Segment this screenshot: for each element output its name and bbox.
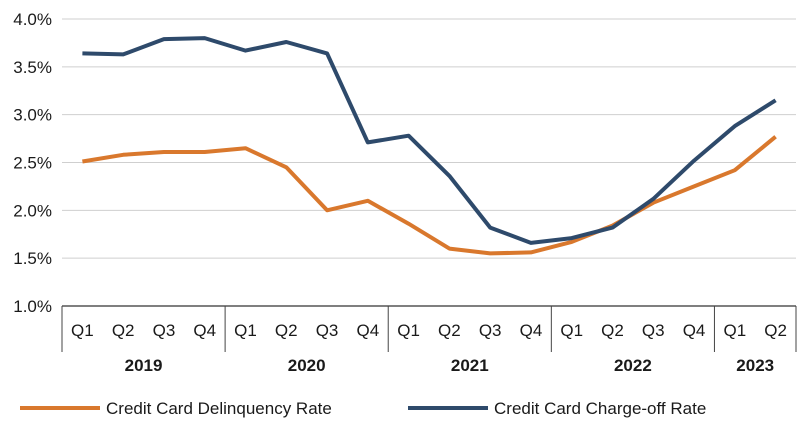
x-tick-label: Q4 bbox=[520, 321, 543, 340]
y-tick-label: 1.0% bbox=[13, 297, 52, 316]
x-tick-label: Q1 bbox=[397, 321, 420, 340]
legend: Credit Card Delinquency Rate Credit Card … bbox=[20, 399, 706, 418]
series-line bbox=[82, 36, 777, 245]
legend-label: Credit Card Charge-off Rate bbox=[494, 399, 706, 418]
x-tick-label: Q1 bbox=[723, 321, 746, 340]
y-tick-label: 3.5% bbox=[13, 58, 52, 77]
y-tick-label: 2.5% bbox=[13, 154, 52, 173]
y-tick-label: 4.0% bbox=[13, 10, 52, 29]
year-label: 2020 bbox=[288, 356, 326, 375]
series-line bbox=[82, 135, 777, 256]
gridlines bbox=[62, 18, 796, 307]
x-tick-label: Q4 bbox=[683, 321, 706, 340]
y-tick-label: 2.0% bbox=[13, 201, 52, 220]
year-label: 2022 bbox=[614, 356, 652, 375]
x-tick-label: Q1 bbox=[71, 321, 94, 340]
x-tick-label: Q2 bbox=[764, 321, 787, 340]
x-tick-label: Q2 bbox=[601, 321, 624, 340]
series-lines bbox=[82, 36, 777, 256]
y-axis-tick-labels: 1.0% 1.5% 2.0% 2.5% 3.0% 3.5% 4.0% bbox=[13, 10, 52, 316]
y-tick-label: 1.5% bbox=[13, 249, 52, 268]
x-tick-label: Q1 bbox=[560, 321, 583, 340]
x-tick-label: Q3 bbox=[316, 321, 339, 340]
x-tick-label: Q3 bbox=[153, 321, 176, 340]
year-label: 2021 bbox=[451, 356, 489, 375]
year-label: 2019 bbox=[125, 356, 163, 375]
x-tick-label: Q3 bbox=[642, 321, 665, 340]
x-tick-label: Q4 bbox=[356, 321, 379, 340]
x-axis: Q1 Q2 Q3 Q4 Q1 Q2 Q3 Q4 Q1 Q2 Q3 Q4 Q1 Q2 Q3 Q4 Q1 Q2 2019… bbox=[61, 306, 797, 375]
x-tick-label: Q4 bbox=[193, 321, 216, 340]
x-tick-label: Q1 bbox=[234, 321, 257, 340]
legend-label: Credit Card Delinquency Rate bbox=[106, 399, 332, 418]
x-tick-label: Q2 bbox=[438, 321, 461, 340]
x-tick-label: Q2 bbox=[275, 321, 298, 340]
year-label: 2023 bbox=[736, 356, 774, 375]
x-tick-label: Q2 bbox=[112, 321, 135, 340]
x-tick-label: Q3 bbox=[479, 321, 502, 340]
y-tick-label: 3.0% bbox=[13, 106, 52, 125]
